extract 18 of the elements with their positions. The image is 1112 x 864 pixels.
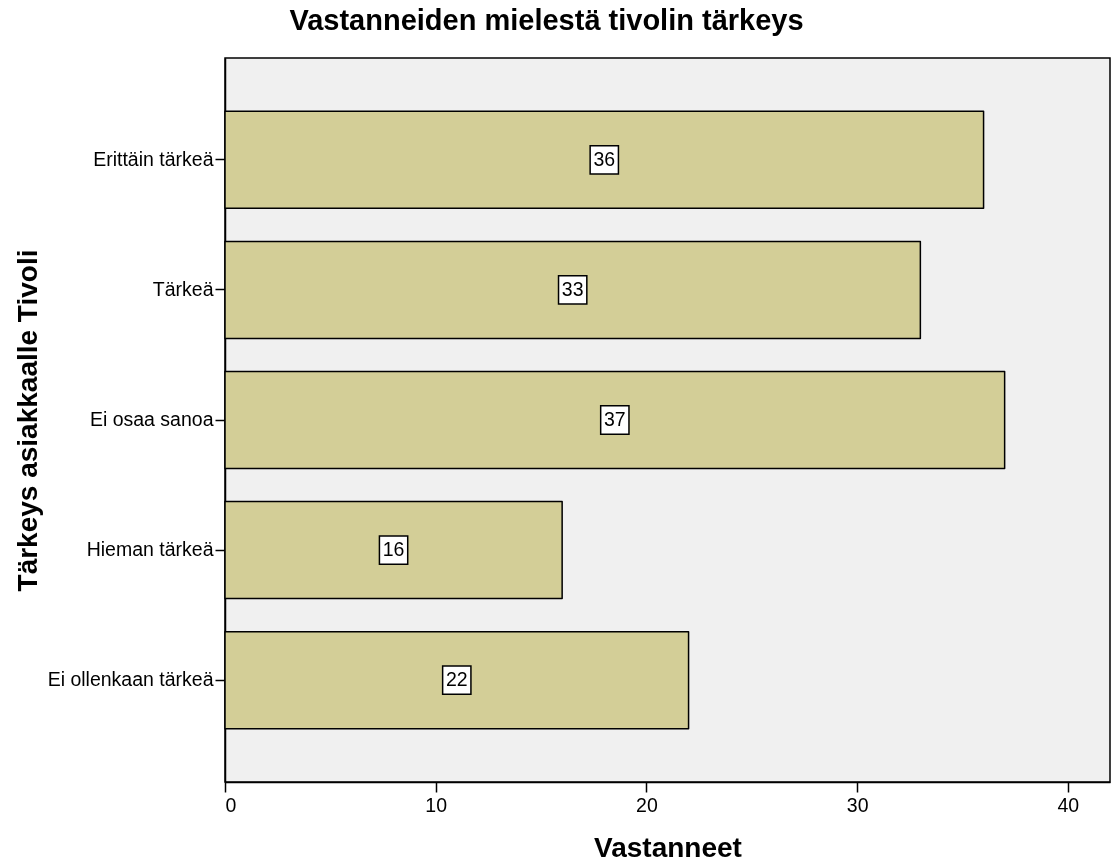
y-tick-label: Hieman tärkeä <box>86 538 214 561</box>
data-label: 33 <box>561 277 584 300</box>
y-tick-label: Ei osaa sanoa <box>89 408 214 430</box>
data-label: 37 <box>603 408 626 430</box>
data-label: 22 <box>445 668 468 691</box>
x-tick-label: 10 <box>425 793 448 816</box>
x-tick-label: 40 <box>1057 793 1080 816</box>
x-axis-title: Vastanneet <box>594 832 742 863</box>
x-tick-label: 20 <box>636 793 658 816</box>
y-tick-label: Tärkeä <box>152 277 214 300</box>
data-label: 36 <box>593 147 616 170</box>
chart-title: Vastanneiden mielestä tivolin tärkeys <box>289 4 804 36</box>
x-tick-label: 30 <box>846 793 869 816</box>
y-tick-label: Erittäin tärkeä <box>93 147 214 170</box>
x-tick-label: 0 <box>225 793 237 816</box>
y-tick-label: Ei ollenkaan tärkeä <box>47 668 214 691</box>
y-axis-title: Tärkeys asiakkaalle Tivoli <box>11 249 43 592</box>
data-label: 16 <box>382 538 405 561</box>
